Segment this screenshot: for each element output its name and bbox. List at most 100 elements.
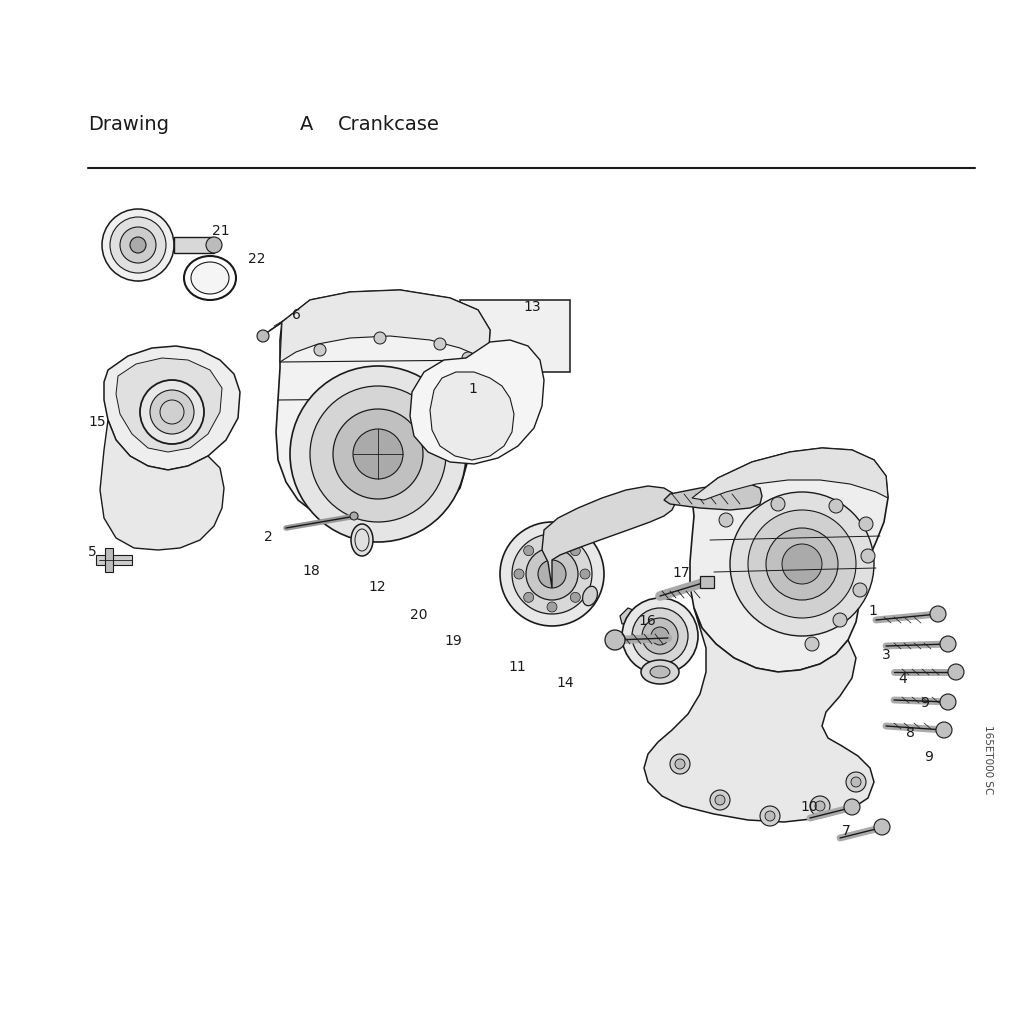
Text: 18: 18 (302, 564, 319, 578)
Circle shape (314, 344, 326, 356)
Text: A: A (300, 115, 313, 134)
Polygon shape (620, 608, 638, 624)
Polygon shape (692, 449, 888, 500)
Circle shape (547, 602, 557, 612)
Polygon shape (104, 346, 240, 470)
Polygon shape (276, 290, 490, 528)
Polygon shape (116, 358, 222, 452)
Ellipse shape (650, 666, 670, 678)
Circle shape (930, 606, 946, 622)
Circle shape (350, 512, 358, 520)
Circle shape (500, 522, 604, 626)
Polygon shape (100, 420, 224, 550)
Ellipse shape (583, 587, 597, 606)
Circle shape (206, 237, 222, 253)
Circle shape (810, 796, 830, 816)
Circle shape (622, 598, 698, 674)
Circle shape (719, 513, 733, 527)
Circle shape (948, 664, 964, 680)
Bar (96, 555, 132, 565)
Circle shape (715, 795, 725, 805)
Polygon shape (664, 484, 762, 510)
Circle shape (829, 499, 843, 513)
Circle shape (861, 549, 874, 563)
Circle shape (766, 528, 838, 600)
Text: 7: 7 (842, 824, 851, 838)
Text: 165ET000 SC: 165ET000 SC (983, 725, 993, 795)
Circle shape (310, 386, 446, 522)
Text: 11: 11 (508, 660, 525, 674)
Circle shape (846, 772, 866, 792)
Circle shape (940, 694, 956, 710)
Circle shape (940, 636, 956, 652)
Circle shape (805, 637, 819, 651)
Text: 9: 9 (924, 750, 933, 764)
Polygon shape (542, 486, 676, 588)
Circle shape (748, 510, 856, 618)
Circle shape (353, 429, 403, 479)
Circle shape (130, 237, 146, 253)
Text: 16: 16 (638, 614, 655, 628)
Circle shape (110, 217, 166, 273)
Text: 8: 8 (906, 726, 914, 740)
Circle shape (833, 613, 847, 627)
Circle shape (844, 799, 860, 815)
Circle shape (538, 560, 566, 588)
Polygon shape (690, 449, 888, 672)
Circle shape (580, 569, 590, 579)
Text: 3: 3 (882, 648, 891, 662)
Circle shape (374, 332, 386, 344)
Circle shape (512, 534, 592, 614)
Bar (105, 548, 113, 572)
Polygon shape (280, 290, 490, 362)
Circle shape (874, 819, 890, 835)
Circle shape (120, 227, 156, 263)
Circle shape (333, 409, 423, 499)
Circle shape (771, 497, 785, 511)
Text: 13: 13 (523, 300, 541, 314)
Circle shape (815, 801, 825, 811)
Bar (174, 237, 214, 253)
Circle shape (642, 618, 678, 654)
Text: 9: 9 (920, 696, 929, 710)
Text: 12: 12 (368, 580, 386, 594)
Circle shape (710, 790, 730, 810)
Circle shape (523, 592, 534, 602)
Text: Crankcase: Crankcase (338, 115, 440, 134)
Bar (460, 300, 570, 372)
Text: 6: 6 (292, 308, 301, 322)
Circle shape (150, 390, 194, 434)
Polygon shape (410, 340, 544, 464)
Text: 22: 22 (248, 252, 265, 266)
Circle shape (765, 811, 775, 821)
Circle shape (632, 608, 688, 664)
Ellipse shape (641, 660, 679, 684)
Circle shape (670, 754, 690, 774)
Text: 15: 15 (88, 415, 105, 429)
Text: Drawing: Drawing (88, 115, 169, 134)
Circle shape (651, 627, 669, 645)
Circle shape (140, 380, 204, 444)
Circle shape (853, 583, 867, 597)
Text: 10: 10 (800, 800, 817, 814)
Text: 17: 17 (672, 566, 689, 580)
Ellipse shape (351, 524, 373, 556)
Polygon shape (644, 608, 874, 822)
Circle shape (257, 330, 269, 342)
Text: 1: 1 (868, 604, 877, 618)
Circle shape (434, 338, 446, 350)
Text: 20: 20 (410, 608, 427, 622)
Text: 21: 21 (212, 224, 229, 238)
Circle shape (851, 777, 861, 787)
Text: 1: 1 (468, 382, 477, 396)
Circle shape (859, 517, 873, 531)
Circle shape (570, 592, 581, 602)
Circle shape (462, 352, 474, 364)
Circle shape (730, 492, 874, 636)
Text: 19: 19 (444, 634, 462, 648)
Circle shape (547, 536, 557, 546)
Circle shape (570, 546, 581, 556)
Circle shape (605, 630, 625, 650)
Ellipse shape (191, 262, 229, 294)
Circle shape (514, 569, 524, 579)
